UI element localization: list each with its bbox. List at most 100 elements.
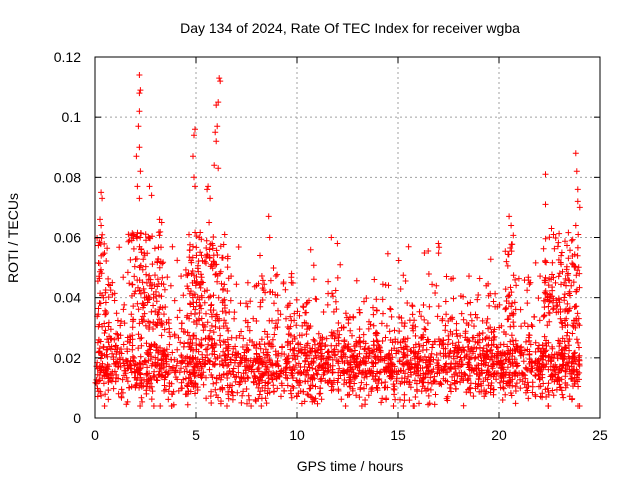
data-point bbox=[155, 229, 162, 236]
data-point bbox=[135, 345, 142, 352]
data-point bbox=[324, 349, 331, 356]
data-point bbox=[258, 273, 265, 279]
data-point bbox=[193, 299, 200, 306]
data-point bbox=[555, 273, 562, 280]
data-point-peak bbox=[576, 204, 583, 211]
data-point bbox=[133, 255, 140, 262]
data-point bbox=[507, 323, 514, 330]
data-point bbox=[220, 285, 227, 292]
data-point bbox=[220, 338, 227, 345]
data-point bbox=[284, 338, 291, 345]
x-tick-label: 15 bbox=[390, 427, 406, 443]
data-point bbox=[449, 316, 456, 323]
data-point bbox=[140, 285, 147, 292]
data-point bbox=[310, 276, 317, 283]
data-point bbox=[464, 300, 471, 307]
data-point bbox=[191, 373, 198, 380]
data-point bbox=[113, 310, 120, 317]
data-point bbox=[372, 353, 379, 360]
data-point bbox=[313, 354, 320, 361]
data-point-peak bbox=[207, 195, 214, 202]
data-point bbox=[259, 277, 266, 284]
data-point bbox=[152, 272, 158, 279]
data-point bbox=[345, 316, 352, 323]
data-point bbox=[259, 297, 266, 303]
data-point bbox=[104, 366, 111, 373]
data-point bbox=[166, 363, 173, 370]
data-point bbox=[363, 295, 370, 302]
data-point bbox=[382, 379, 389, 386]
data-point bbox=[106, 333, 113, 340]
data-point bbox=[136, 320, 143, 327]
data-point bbox=[460, 293, 467, 300]
data-point bbox=[125, 231, 132, 238]
data-point bbox=[537, 273, 544, 280]
data-point bbox=[243, 386, 250, 392]
data-point bbox=[487, 256, 494, 263]
data-point bbox=[293, 393, 300, 399]
data-point bbox=[385, 360, 392, 367]
data-point bbox=[356, 334, 363, 341]
data-point bbox=[449, 340, 456, 347]
data-point bbox=[502, 391, 509, 398]
x-tick-label: 25 bbox=[592, 427, 608, 443]
data-point bbox=[191, 380, 198, 387]
data-point bbox=[410, 344, 417, 351]
data-point bbox=[111, 336, 118, 343]
data-point bbox=[427, 361, 434, 368]
data-point bbox=[363, 350, 370, 357]
data-point bbox=[566, 342, 572, 349]
data-point bbox=[139, 398, 146, 405]
data-point bbox=[103, 258, 110, 264]
data-point bbox=[168, 380, 175, 387]
data-point bbox=[572, 303, 579, 310]
data-point bbox=[165, 316, 172, 323]
data-point bbox=[335, 369, 342, 376]
data-point bbox=[105, 387, 112, 394]
data-point bbox=[113, 342, 119, 349]
data-point bbox=[467, 384, 474, 391]
data-point bbox=[189, 268, 196, 274]
data-point bbox=[554, 302, 561, 309]
data-point bbox=[470, 334, 477, 341]
data-point bbox=[424, 320, 431, 327]
data-point bbox=[331, 352, 338, 359]
data-point bbox=[212, 386, 219, 393]
data-point bbox=[229, 368, 236, 375]
data-point bbox=[271, 388, 278, 395]
data-point bbox=[446, 385, 453, 391]
data-point bbox=[568, 363, 575, 370]
data-point bbox=[502, 305, 509, 312]
data-point bbox=[307, 348, 314, 355]
tick-labels: 0 5 10 15 20 25 0 0.02 0.04 0.06 0.08 0.1 0.12 bbox=[54, 49, 608, 443]
data-point bbox=[143, 279, 150, 286]
data-point bbox=[189, 340, 196, 346]
data-point bbox=[95, 311, 102, 318]
data-point bbox=[348, 366, 355, 373]
data-point bbox=[503, 356, 510, 363]
data-point bbox=[130, 316, 136, 323]
data-point bbox=[149, 261, 156, 268]
data-point bbox=[509, 300, 516, 307]
data-point bbox=[274, 271, 281, 278]
data-point bbox=[111, 368, 118, 375]
data-point bbox=[327, 354, 333, 361]
data-point bbox=[214, 278, 221, 285]
data-point-peak bbox=[191, 132, 197, 139]
data-point bbox=[131, 355, 138, 361]
data-point bbox=[221, 231, 228, 238]
data-point bbox=[532, 348, 539, 355]
data-point bbox=[443, 311, 450, 318]
data-point bbox=[210, 361, 217, 368]
data-point bbox=[98, 235, 105, 242]
data-point bbox=[336, 331, 343, 338]
data-point bbox=[391, 363, 398, 370]
data-point bbox=[365, 325, 372, 332]
data-point bbox=[212, 313, 219, 320]
data-point bbox=[210, 234, 217, 240]
data-point bbox=[113, 351, 120, 358]
data-point-peak bbox=[548, 225, 555, 232]
data-point bbox=[114, 317, 121, 324]
data-point bbox=[95, 336, 102, 343]
data-point bbox=[156, 264, 163, 271]
